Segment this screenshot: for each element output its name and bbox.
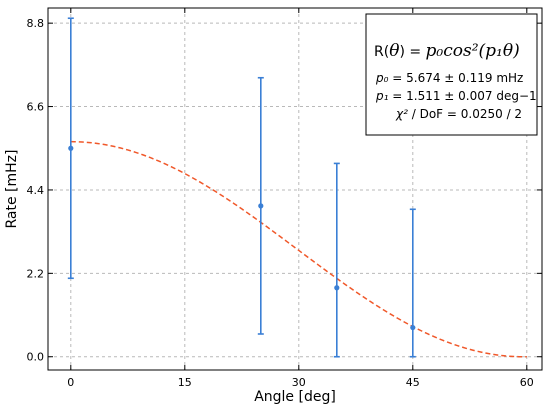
legend-p0-value: = 5.674 ± 0.119 mHz — [388, 71, 523, 85]
legend-p1-value: = 1.511 ± 0.007 deg−1 — [388, 89, 536, 103]
fit-legend: R(θ) = p₀cos²(p₁θ) p₀ = 5.674 ± 0.119 mH… — [365, 13, 538, 136]
data-point — [258, 203, 264, 209]
legend-p0-name: p₀ — [375, 71, 389, 85]
x-tick-label: 45 — [406, 376, 420, 389]
legend-formula: R(θ) = p₀cos²(p₁θ) — [374, 41, 520, 61]
x-tick-label: 30 — [292, 376, 306, 389]
data-point — [334, 285, 340, 291]
data-point-group — [257, 76, 264, 335]
legend-chi2-name: χ² — [395, 107, 408, 121]
legend-p1-name: p₁ — [375, 89, 389, 103]
data-point — [410, 324, 416, 331]
legend-chi2: χ² / DoF = 0.0250 / 2 — [395, 107, 522, 121]
legend-chi2-value: / DoF = 0.0250 / 2 — [408, 107, 522, 121]
plot-frame — [47, 7, 543, 371]
x-tick-label: 15 — [178, 376, 192, 389]
x-axis-label: Angle [deg] — [254, 389, 336, 405]
data-point-group — [409, 208, 416, 358]
data-points-layer — [67, 17, 416, 358]
y-tick-label: 2.2 — [27, 267, 45, 280]
x-tick-label: 0 — [67, 376, 74, 389]
y-tick-label: 0.0 — [27, 351, 45, 364]
data-point — [68, 145, 74, 151]
legend-box — [365, 13, 538, 136]
x-tick-label: 60 — [520, 376, 534, 389]
legend-p0: p₀ = 5.674 ± 0.119 mHz — [375, 71, 523, 85]
legend-formula-theta: θ — [389, 41, 399, 61]
legend-p1: p₁ = 1.511 ± 0.007 deg−1 — [375, 89, 537, 103]
data-point-group — [67, 17, 74, 280]
data-point-group — [333, 162, 340, 358]
legend-formula-rhs: p₀cos²(p₁θ) — [426, 41, 520, 61]
y-tick-label: 4.4 — [27, 184, 45, 197]
fit-curve-layer — [70, 140, 527, 358]
y-tick-label: 8.8 — [27, 17, 45, 30]
legend-formula-mid: ) = — [399, 44, 425, 60]
ticks-layer: 0 15 30 45 60 0.0 2.2 4.4 6.6 8.8 — [27, 8, 542, 389]
y-tick-label: 6.6 — [27, 101, 45, 114]
legend-formula-prefix: R( — [374, 44, 389, 60]
fit-curve — [70, 140, 527, 358]
y-axis-label: Rate [mHz] — [4, 150, 20, 229]
